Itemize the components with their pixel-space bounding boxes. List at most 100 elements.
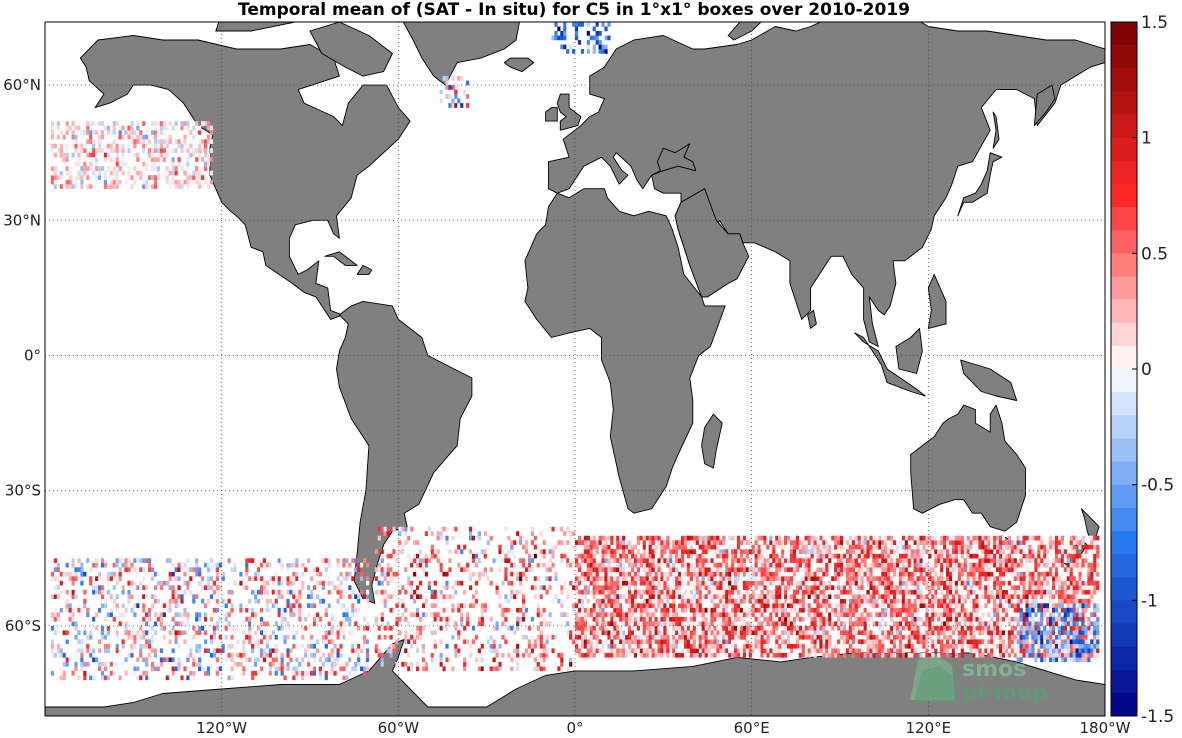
- data-cell: [345, 562, 349, 568]
- data-cell: [289, 607, 293, 613]
- data-cell: [133, 580, 137, 586]
- data-cell: [766, 544, 770, 550]
- data-cell: [648, 540, 652, 545]
- data-cell: [607, 35, 611, 41]
- data-cell: [195, 148, 199, 153]
- data-cell: [834, 567, 838, 572]
- data-cell: [878, 621, 882, 627]
- data-cell: [828, 652, 832, 658]
- data-cell: [386, 621, 390, 627]
- data-cell: [118, 648, 122, 654]
- data-cell: [651, 594, 655, 600]
- data-cell: [324, 675, 328, 681]
- data-cell: [654, 607, 658, 613]
- data-cell: [130, 175, 134, 180]
- data-cell: [975, 540, 979, 545]
- data-cell: [377, 526, 381, 532]
- data-cell: [348, 594, 352, 600]
- data-cell: [672, 567, 676, 572]
- data-cell: [731, 652, 735, 658]
- data-cell: [112, 148, 116, 153]
- data-cell: [954, 544, 958, 550]
- data-cell: [575, 22, 579, 27]
- data-cell: [619, 571, 623, 577]
- data-cell: [230, 603, 234, 609]
- data-cell: [884, 598, 888, 604]
- data-cell: [681, 567, 685, 572]
- data-cell: [940, 625, 944, 631]
- data-cell: [65, 630, 69, 636]
- data-cell: [881, 594, 885, 600]
- data-cell: [704, 639, 708, 645]
- data-cell: [734, 652, 738, 658]
- data-cell: [863, 612, 867, 618]
- data-cell: [710, 630, 714, 636]
- data-cell: [978, 648, 982, 654]
- data-cell: [772, 544, 776, 550]
- data-cell: [98, 630, 102, 636]
- data-cell: [969, 648, 973, 654]
- data-cell: [825, 652, 829, 658]
- data-cell: [569, 44, 573, 50]
- data-cell: [354, 648, 358, 654]
- data-cell: [789, 648, 794, 654]
- data-cell: [68, 170, 72, 176]
- data-cell: [498, 594, 502, 600]
- data-cell: [813, 607, 817, 613]
- data-cell: [445, 540, 449, 545]
- data-cell: [445, 657, 449, 663]
- data-cell: [766, 594, 770, 600]
- data-cell: [722, 630, 726, 636]
- data-cell: [916, 643, 920, 649]
- data-cell: [598, 567, 602, 572]
- data-cell: [174, 598, 178, 604]
- data-cell: [813, 612, 817, 618]
- data-cell: [916, 648, 920, 654]
- data-cell: [863, 562, 867, 568]
- data-cell: [177, 184, 181, 189]
- data-cell: [845, 540, 850, 545]
- data-cell: [563, 585, 567, 591]
- data-cell: [195, 643, 199, 649]
- data-cell: [410, 562, 414, 568]
- data-cell: [206, 585, 211, 591]
- data-cell: [130, 148, 134, 153]
- data-cell: [928, 598, 932, 604]
- data-cell: [312, 661, 317, 667]
- data-cell: [840, 598, 844, 604]
- data-cell: [928, 589, 932, 595]
- data-cell: [784, 535, 788, 541]
- data-cell: [937, 612, 941, 618]
- data-cell: [448, 558, 452, 563]
- data-cell: [498, 666, 502, 672]
- data-cell: [489, 666, 493, 672]
- data-cell: [642, 540, 646, 545]
- data-cell: [742, 652, 746, 658]
- data-cell: [825, 553, 829, 559]
- data-cell: [716, 562, 720, 568]
- data-cell: [742, 544, 746, 550]
- data-cell: [156, 598, 161, 604]
- data-cell: [386, 562, 390, 568]
- data-cell: [675, 621, 679, 627]
- data-cell: [628, 562, 632, 568]
- data-cell: [248, 621, 252, 627]
- data-cell: [416, 661, 420, 667]
- data-cell: [701, 616, 705, 622]
- data-cell: [586, 652, 590, 658]
- data-cell: [118, 558, 122, 563]
- data-cell: [53, 576, 57, 582]
- data-cell: [813, 585, 817, 591]
- data-cell: [159, 143, 163, 149]
- data-cell: [948, 603, 953, 609]
- data-cell: [156, 612, 161, 618]
- data-cell: [159, 148, 163, 153]
- data-cell: [722, 603, 726, 609]
- data-cell: [663, 639, 667, 645]
- data-cell: [639, 576, 643, 582]
- data-cell: [748, 598, 752, 604]
- data-cell: [745, 549, 749, 554]
- data-cell: [775, 535, 779, 541]
- data-cell: [233, 630, 237, 636]
- data-cell: [442, 616, 446, 622]
